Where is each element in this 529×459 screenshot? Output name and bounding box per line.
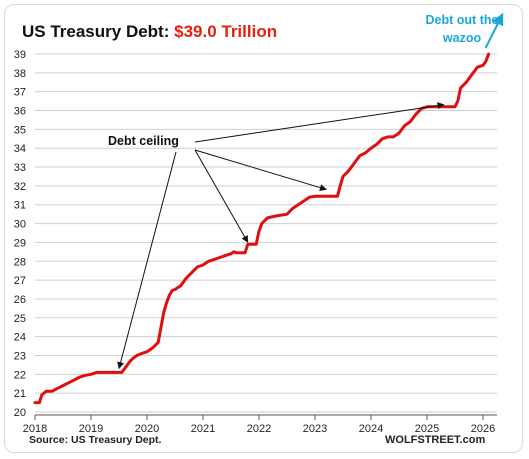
y-tick-label: 36 (14, 106, 26, 118)
x-tick-label: 2022 (247, 423, 271, 435)
y-tick-label: 35 (14, 124, 26, 136)
y-tick-label: 21 (14, 388, 26, 400)
y-tick-label: 23 (14, 350, 26, 362)
y-tick-label: 39 (14, 49, 26, 61)
debt-ceiling-arrow (194, 102, 445, 143)
x-tick-label: 2026 (471, 423, 495, 435)
title-value: $39.0 Trillion (174, 22, 278, 41)
wazoo-arrow (484, 12, 504, 49)
x-tick-label: 2024 (359, 423, 383, 435)
y-tick-label: 33 (14, 162, 26, 174)
wazoo-label-line1: Debt out the (426, 13, 499, 27)
y-tick-label: 25 (14, 313, 26, 325)
x-tick-label: 2025 (415, 423, 439, 435)
annotations: Debt ceiling Debt out the wazoo (108, 12, 504, 370)
debt-ceiling-arrow (194, 149, 327, 191)
debt-ceiling-label: Debt ceiling (108, 134, 179, 148)
x-tick-labels: 2018 2019 2020 2021 2022 2023 2024 2025 2026 (23, 415, 495, 435)
x-tick-label: 2023 (303, 423, 327, 435)
y-tick-label: 28 (14, 256, 26, 268)
y-tick-label: 26 (14, 294, 26, 306)
y-tick-label: 34 (14, 143, 26, 155)
y-tick-label: 22 (14, 369, 26, 381)
debt-series-line (33, 52, 491, 405)
debt-ceiling-arrows (117, 102, 445, 370)
debt-ceiling-arrow (194, 149, 249, 243)
y-tick-label: 29 (14, 237, 26, 249)
y-tick-labels: 20 21 22 23 24 25 26 27 28 29 30 31 32 33 34 35 36 37 38 39 (14, 49, 26, 419)
x-tick-label: 2018 (23, 423, 47, 435)
x-tick-label: 2021 (191, 423, 215, 435)
x-tick-label: 2019 (79, 423, 103, 435)
wazoo-label-line2: wazoo (442, 31, 482, 45)
y-tick-label: 20 (14, 407, 26, 419)
y-tick-label: 37 (14, 87, 26, 99)
title-prefix: US Treasury Debt: (22, 22, 175, 41)
chart-title: US Treasury Debt: $39.0 Trillion (22, 22, 277, 42)
y-tick-label: 31 (14, 200, 26, 212)
chart-frame (4, 4, 523, 453)
y-tick-label: 24 (14, 332, 26, 344)
source-note: Source: US Treasury Dept. (29, 434, 162, 446)
debt-ceiling-arrow (117, 151, 177, 370)
y-tick-label: 32 (14, 181, 26, 193)
brand-label: WOLFSTREET.com (385, 434, 486, 446)
y-tick-label: 27 (14, 275, 26, 287)
y-tick-label: 38 (14, 68, 26, 80)
y-tick-label: 30 (14, 219, 26, 231)
x-tick-label: 2020 (135, 423, 159, 435)
